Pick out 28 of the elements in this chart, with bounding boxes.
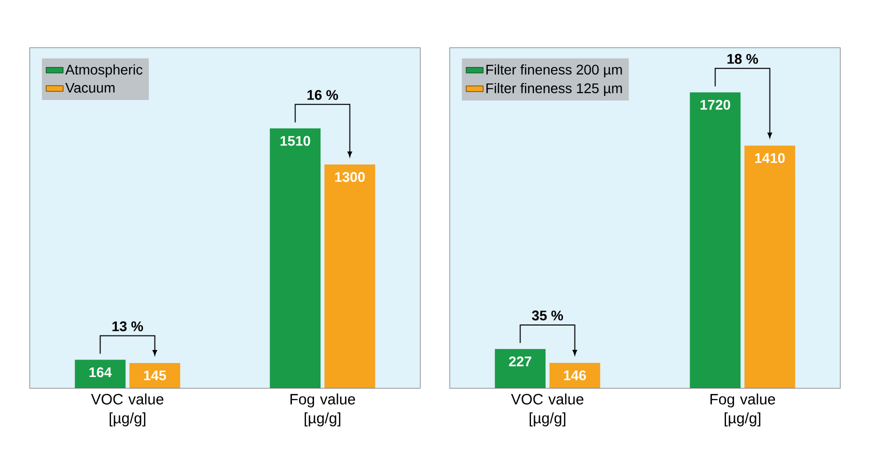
data-label: 146 [564, 370, 586, 380]
bar [270, 128, 321, 388]
annotation: 35 % [532, 310, 564, 320]
bar [74, 360, 126, 388]
data-label: 164 [89, 367, 112, 378]
data-label: 145 [144, 370, 166, 380]
data-label: 1300 [335, 172, 365, 182]
bar [324, 164, 376, 388]
bar [494, 348, 546, 388]
x-tick-label: VOC value [µg/g] [91, 394, 164, 426]
data-label: 227 [509, 356, 532, 366]
bar [744, 146, 796, 388]
bar [690, 92, 741, 388]
text: 16 % [307, 90, 338, 100]
annotation: 13 % [112, 321, 144, 332]
legend-label: Atmospheric [65, 64, 142, 78]
data-label: 1410 [755, 153, 785, 164]
x-tick-label: Fog value [µg/g] [290, 394, 356, 426]
x-tick-label: VOC value [µg/g] [511, 394, 584, 426]
text: 18 % [727, 54, 758, 64]
bar [129, 363, 180, 388]
legend-label: Filter fineness 200 µm [486, 64, 622, 78]
data-label: 1720 [700, 100, 730, 110]
x-tick-label: Fog value [µg/g] [710, 394, 776, 426]
bar [549, 362, 600, 388]
data-label: 1510 [280, 136, 310, 146]
legend-label: Vacuum [65, 82, 115, 93]
legend-label: Filter fineness 125 µm [486, 82, 622, 96]
